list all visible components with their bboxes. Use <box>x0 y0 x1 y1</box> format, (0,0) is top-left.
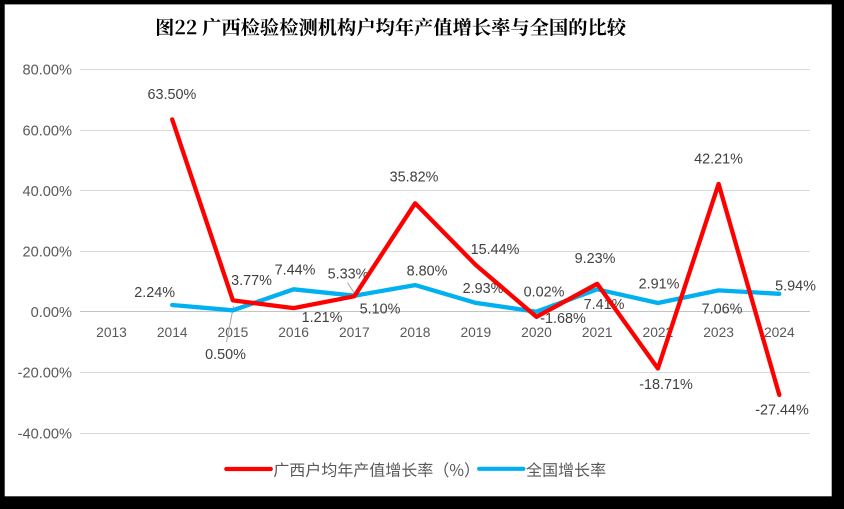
svg-text:2.24%: 2.24% <box>134 285 175 301</box>
svg-text:20.00%: 20.00% <box>23 245 73 261</box>
svg-text:2017: 2017 <box>339 325 370 340</box>
svg-text:2018: 2018 <box>400 325 431 340</box>
svg-text:40.00%: 40.00% <box>23 184 73 200</box>
svg-text:7.44%: 7.44% <box>275 263 316 279</box>
svg-text:5.10%: 5.10% <box>360 302 401 318</box>
svg-text:15.44%: 15.44% <box>471 242 520 258</box>
svg-text:2023: 2023 <box>703 325 734 340</box>
svg-text:60.00%: 60.00% <box>23 123 73 139</box>
svg-text:80.00%: 80.00% <box>23 63 73 79</box>
svg-text:35.82%: 35.82% <box>390 169 439 185</box>
svg-text:2013: 2013 <box>96 325 127 340</box>
svg-text:2024: 2024 <box>764 325 795 340</box>
svg-text:2014: 2014 <box>157 325 188 340</box>
svg-text:1.21%: 1.21% <box>302 310 343 326</box>
svg-text:63.50%: 63.50% <box>147 87 196 103</box>
svg-text:2020: 2020 <box>521 325 552 340</box>
svg-text:2021: 2021 <box>582 325 613 340</box>
svg-text:2.91%: 2.91% <box>639 277 680 293</box>
svg-text:5.33%: 5.33% <box>328 266 369 282</box>
svg-text:-20.00%: -20.00% <box>18 366 72 382</box>
svg-text:-27.44%: -27.44% <box>755 403 809 419</box>
svg-text:9.23%: 9.23% <box>575 251 616 267</box>
svg-text:0.02%: 0.02% <box>524 285 565 301</box>
svg-text:42.21%: 42.21% <box>694 152 743 168</box>
svg-text:2.93%: 2.93% <box>463 281 504 297</box>
svg-text:-18.71%: -18.71% <box>639 377 693 393</box>
svg-text:0.00%: 0.00% <box>31 305 72 321</box>
svg-text:7.06%: 7.06% <box>702 302 743 318</box>
svg-text:0.50%: 0.50% <box>205 347 246 363</box>
svg-text:3.77%: 3.77% <box>231 273 272 289</box>
svg-text:8.80%: 8.80% <box>407 264 448 280</box>
svg-text:-40.00%: -40.00% <box>18 426 72 442</box>
svg-text:-1.68%: -1.68% <box>540 311 586 327</box>
svg-text:2016: 2016 <box>278 325 309 340</box>
svg-text:5.94%: 5.94% <box>775 279 816 295</box>
svg-text:2019: 2019 <box>460 325 491 340</box>
svg-text:2015: 2015 <box>218 325 249 340</box>
svg-text:2022: 2022 <box>643 325 674 340</box>
